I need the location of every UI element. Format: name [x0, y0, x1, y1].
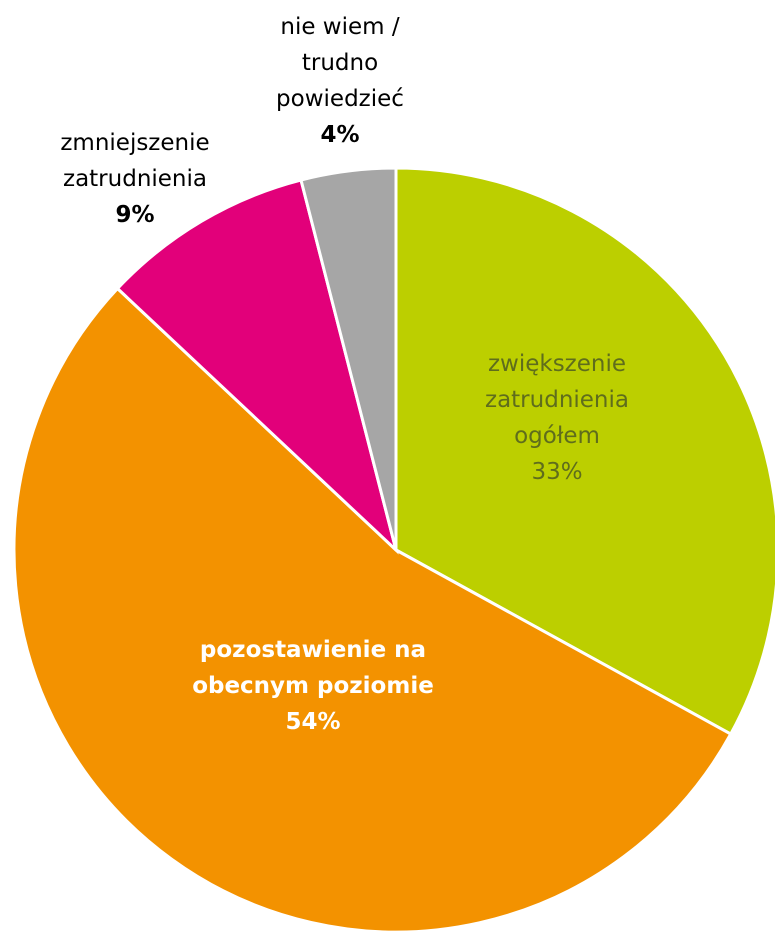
pie-slice [394, 166, 775, 737]
slice-label: zmniejszenie zatrudnienia 9% [30, 125, 240, 233]
category-label: pozostawienie na obecnym poziomie [192, 637, 434, 699]
pie-slice [115, 178, 399, 555]
category-label: nie wiem / trudno powiedzieć [276, 14, 404, 112]
value-label: 4% [320, 122, 360, 148]
category-label: zmniejszenie zatrudnienia [60, 130, 210, 192]
value-label: 9% [115, 202, 155, 228]
category-label: zwiększenie zatrudnienia ogółem [485, 351, 629, 449]
value-label: 54% [285, 709, 341, 735]
value-label: 33% [531, 459, 583, 485]
slice-label: pozostawienie na obecnym poziomie 54% [153, 632, 473, 740]
slice-label: nie wiem / trudno powiedzieć 4% [245, 9, 435, 153]
slice-label: zwiększenie zatrudnienia ogółem 33% [447, 346, 667, 490]
pie-slice [12, 286, 733, 932]
pie-slice [299, 166, 398, 551]
